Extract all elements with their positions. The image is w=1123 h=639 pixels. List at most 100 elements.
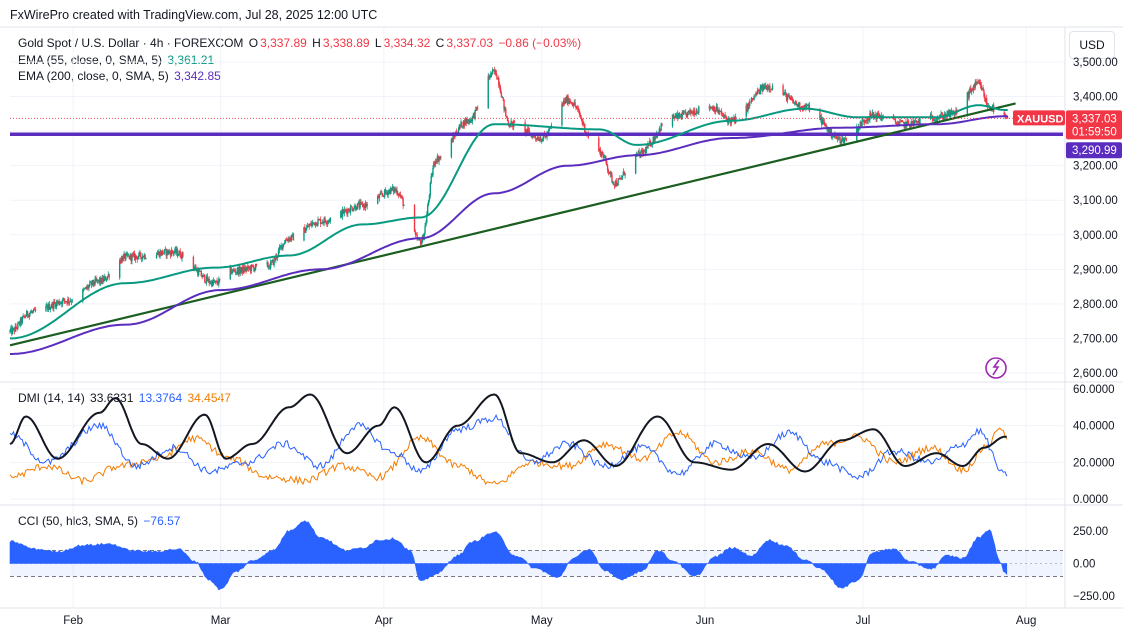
candle-down xyxy=(396,189,398,195)
candle-up xyxy=(156,253,159,256)
candle-down xyxy=(469,119,471,123)
candle-up xyxy=(525,129,527,134)
candle-down xyxy=(767,86,769,90)
candle-down xyxy=(726,118,728,120)
candle-up xyxy=(766,86,768,90)
candle-up xyxy=(843,139,846,143)
candle-down xyxy=(158,251,160,257)
candle-up xyxy=(426,214,428,223)
candle-up xyxy=(387,191,389,196)
trendline xyxy=(9,102,1016,347)
candle-up xyxy=(423,232,425,240)
candle-up xyxy=(309,223,311,226)
candle-up xyxy=(679,116,682,118)
candle-up xyxy=(303,227,305,241)
candle-up xyxy=(691,112,693,114)
candle-down xyxy=(507,120,510,125)
candle-up xyxy=(105,279,108,281)
candle-up xyxy=(541,140,543,142)
candle-down xyxy=(245,267,247,271)
candle-down xyxy=(822,120,825,122)
candle-up xyxy=(287,238,289,241)
candle-down xyxy=(363,204,366,208)
candle-down xyxy=(601,151,604,155)
currency-button[interactable]: USD xyxy=(1069,31,1115,59)
candle-up xyxy=(266,262,268,265)
candlestick-series xyxy=(9,66,1009,337)
candle-down xyxy=(142,256,145,258)
candle-down xyxy=(211,281,213,287)
candle-down xyxy=(247,265,250,269)
candle-down xyxy=(128,255,131,259)
candle-up xyxy=(871,114,873,116)
candle-down xyxy=(842,137,845,143)
candle-up xyxy=(906,120,909,122)
candle-up xyxy=(436,156,439,163)
candle-down xyxy=(688,110,690,113)
candle-down xyxy=(288,238,290,241)
candle-up xyxy=(316,224,318,226)
candle-up xyxy=(275,255,277,260)
candle-up xyxy=(317,219,319,225)
candle-down xyxy=(509,126,511,127)
candle-down xyxy=(752,99,754,101)
candle-up xyxy=(747,103,749,111)
candle-down xyxy=(708,106,711,109)
candle-up xyxy=(46,305,48,307)
candle-up xyxy=(45,305,47,312)
candle-down xyxy=(285,239,288,241)
tradingview-logo-icon[interactable] xyxy=(985,357,1007,379)
symbol-title: Gold Spot / U.S. Dollar · 4h · FOREXCOM xyxy=(18,36,244,50)
candle-down xyxy=(384,189,387,193)
candle-up xyxy=(244,267,246,272)
candle-up xyxy=(235,272,238,273)
candle-up xyxy=(50,307,52,308)
candle-up xyxy=(985,98,987,102)
candle-up xyxy=(948,110,950,116)
candle-up xyxy=(170,250,173,256)
candle-down xyxy=(26,311,29,316)
candle-up xyxy=(129,254,131,259)
candle-down xyxy=(1006,117,1008,119)
candle-down xyxy=(233,269,235,271)
candle-down xyxy=(801,106,804,109)
candle-down xyxy=(789,97,791,99)
candle-up xyxy=(791,98,793,100)
candle-up xyxy=(621,175,624,179)
candle-down xyxy=(684,111,687,114)
candle-down xyxy=(641,149,644,155)
candle-up xyxy=(652,136,654,143)
candle-down xyxy=(719,110,721,112)
candle-down xyxy=(209,283,211,284)
open-value: 3,337.89 xyxy=(260,36,307,50)
candle-up xyxy=(911,121,913,123)
candle-down xyxy=(576,107,578,109)
line-price-tag: 3,290.99 xyxy=(1072,145,1117,157)
candle-up xyxy=(181,252,183,259)
candle-down xyxy=(565,98,568,103)
candle-up xyxy=(563,100,565,104)
candle-up xyxy=(385,192,388,194)
candle-down xyxy=(451,139,453,143)
candle-up xyxy=(617,179,619,186)
candle-down xyxy=(613,184,616,187)
candle-up xyxy=(491,69,494,74)
candle-down xyxy=(217,283,219,285)
candle-down xyxy=(108,274,110,278)
candle-up xyxy=(460,121,462,127)
candle-up xyxy=(106,276,109,280)
candle-up xyxy=(320,222,323,224)
candle-down xyxy=(344,209,346,211)
candle-up xyxy=(86,286,88,289)
candle-up xyxy=(471,116,474,122)
candle-up xyxy=(501,97,503,98)
candle-up xyxy=(548,128,551,130)
candle-down xyxy=(383,195,385,197)
candle-down xyxy=(140,252,142,257)
candle-up xyxy=(255,263,257,269)
candle-up xyxy=(573,102,575,106)
candle-down xyxy=(874,114,876,117)
candle-down xyxy=(691,112,694,114)
candle-down xyxy=(979,82,982,86)
